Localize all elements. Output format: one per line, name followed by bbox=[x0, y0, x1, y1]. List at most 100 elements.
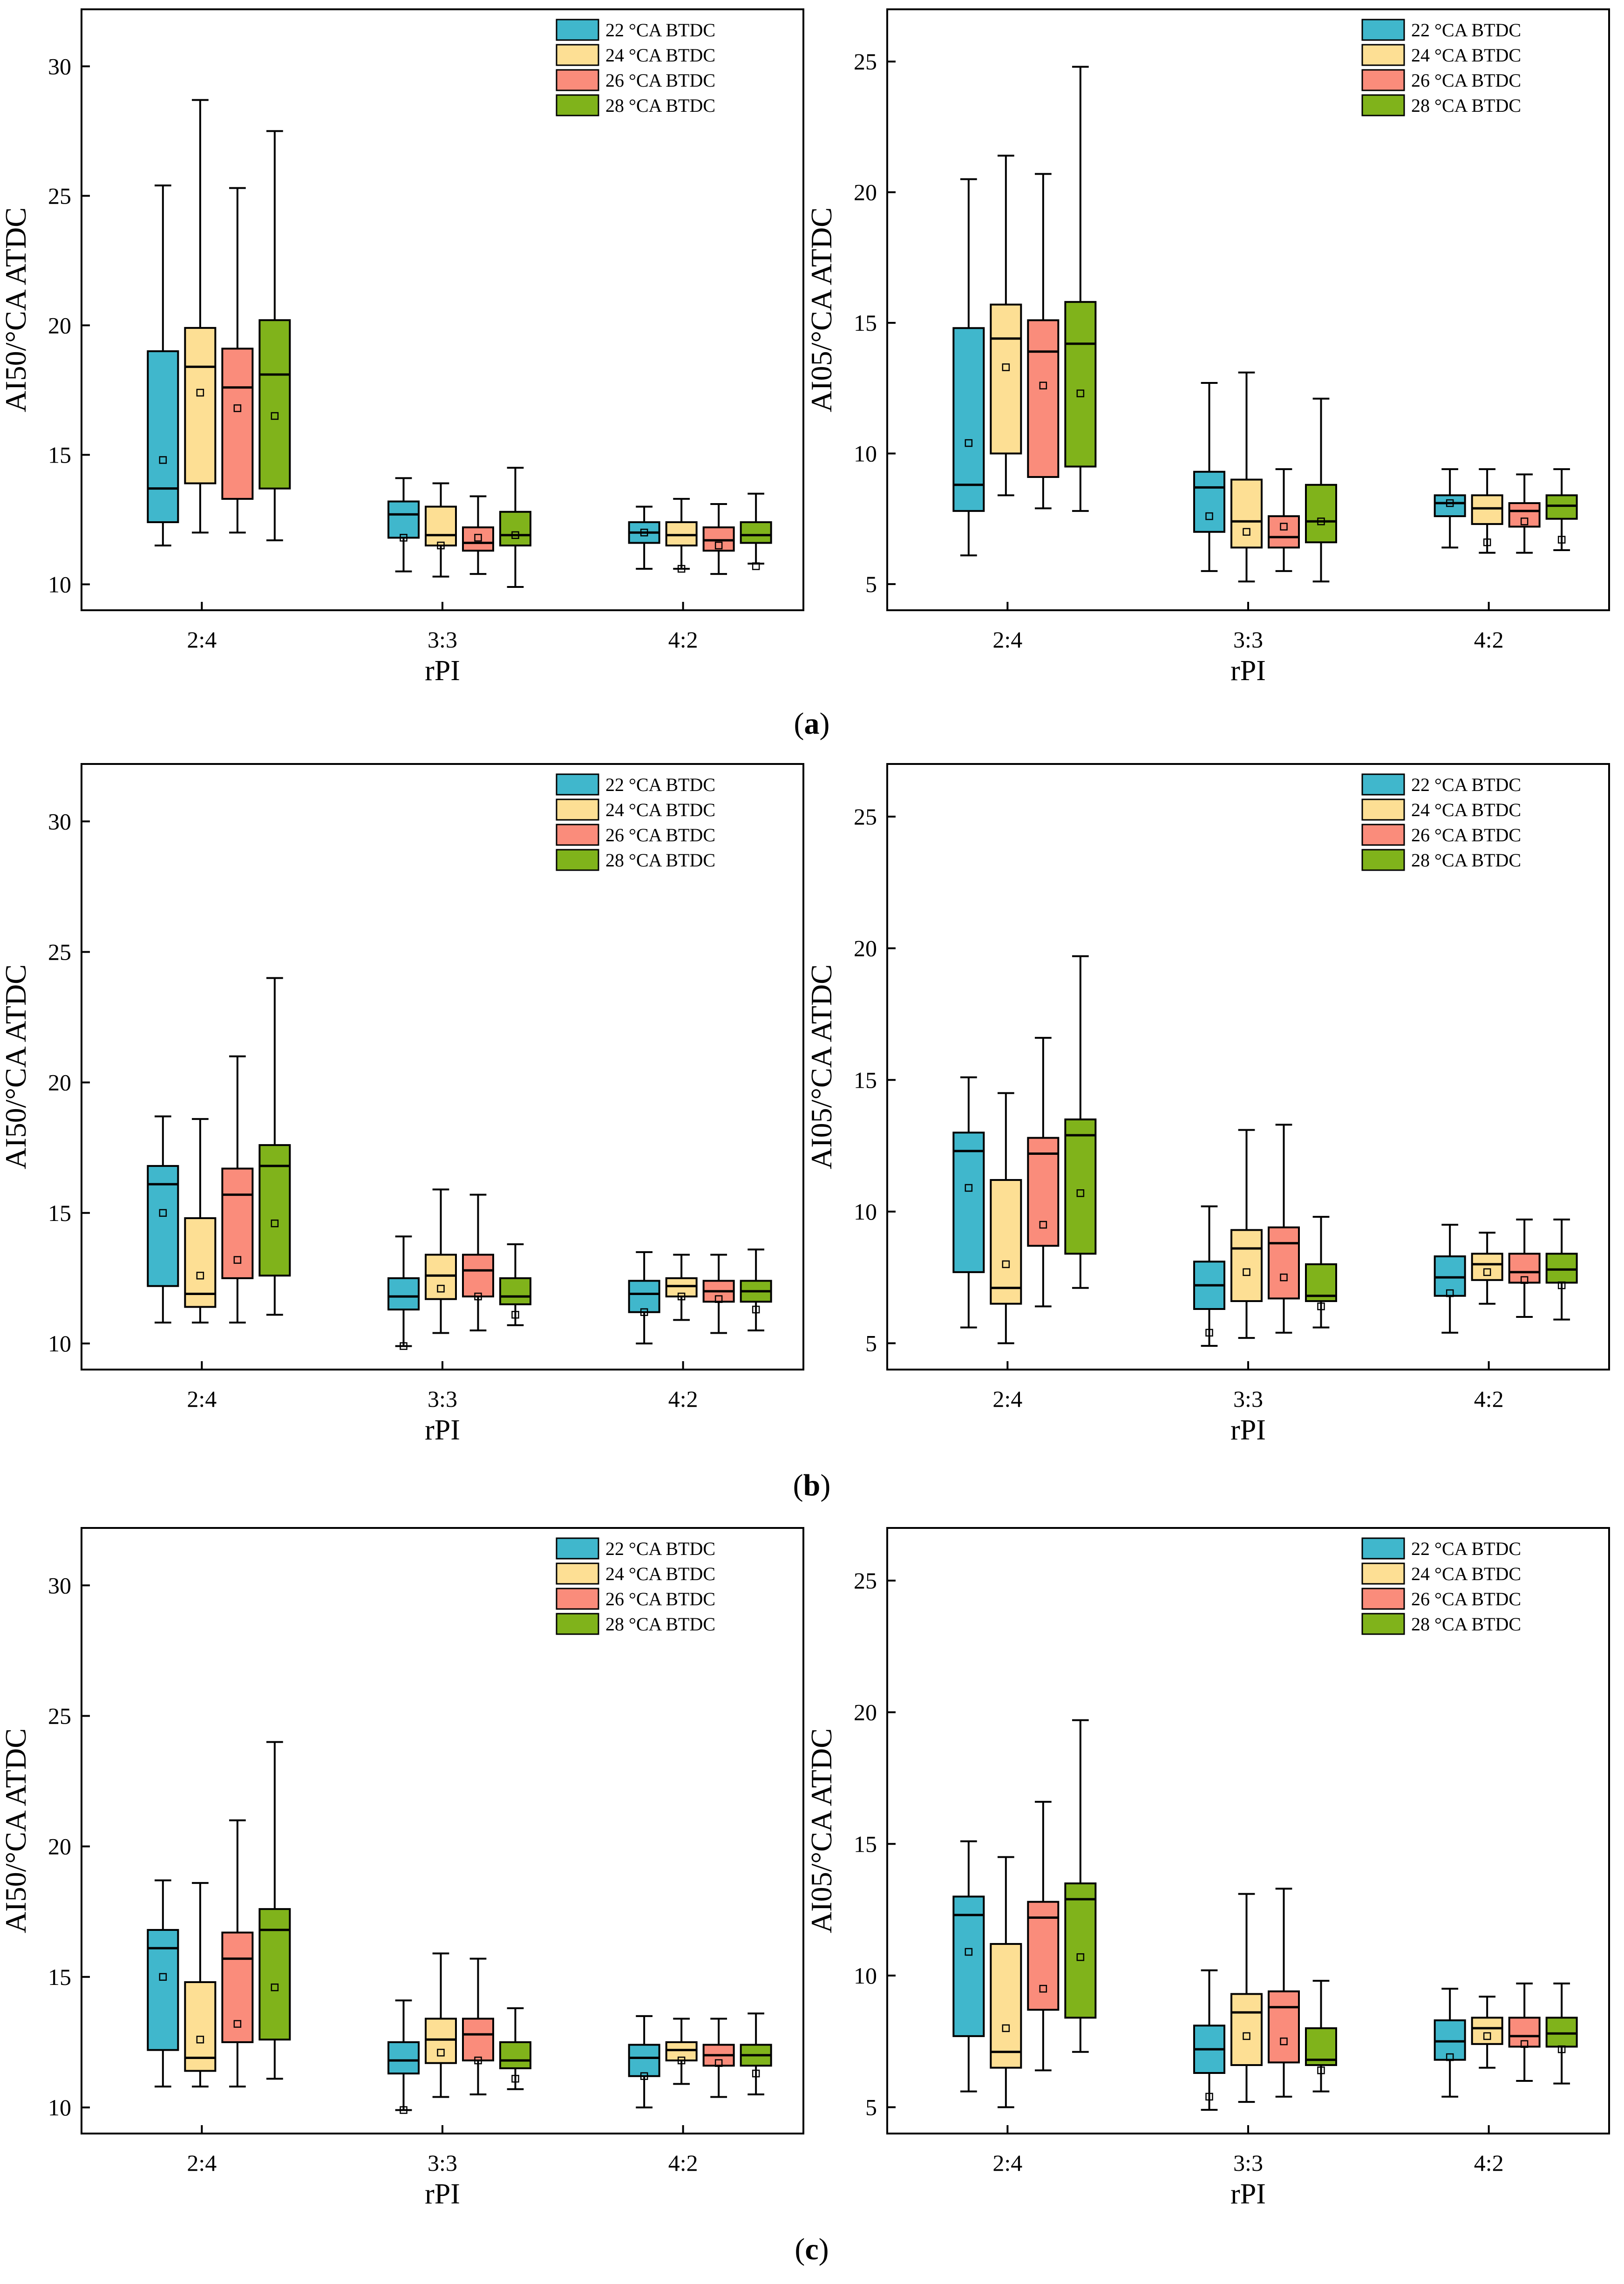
x-tick-label: 2:4 bbox=[187, 627, 217, 653]
legend-swatch bbox=[1361, 94, 1405, 116]
box-b-right-s1-g0 bbox=[990, 1092, 1022, 1344]
mean-marker bbox=[1520, 1276, 1529, 1284]
iqr-box bbox=[990, 1179, 1022, 1305]
iqr-box bbox=[1434, 1255, 1466, 1297]
mean-marker bbox=[1557, 536, 1566, 544]
box-c-left-s2-g2 bbox=[702, 2018, 735, 2098]
panel-caption-letter: b bbox=[803, 1468, 821, 1502]
y-tick-label: 5 bbox=[865, 2094, 877, 2120]
iqr-box bbox=[1434, 494, 1466, 518]
x-tick-label: 3:3 bbox=[428, 2150, 457, 2176]
iqr-box bbox=[1508, 502, 1541, 528]
x-tick-label: 4:2 bbox=[668, 2150, 698, 2176]
y-tick-label: 10 bbox=[48, 2094, 71, 2120]
box-b-left-s0-g0 bbox=[147, 1115, 179, 1324]
box-a-right-s2-g0 bbox=[1027, 173, 1060, 510]
y-tick-label: 20 bbox=[48, 312, 71, 338]
box-a-left-s1-g2 bbox=[665, 498, 698, 573]
box-c-left-s3-g1 bbox=[499, 2007, 531, 2090]
iqr-box bbox=[221, 1167, 254, 1279]
box-b-left-s2-g2 bbox=[702, 1254, 735, 1334]
box-a-right-s3-g2 bbox=[1545, 468, 1578, 551]
iqr-box bbox=[1230, 1229, 1263, 1302]
mean-marker bbox=[400, 1342, 408, 1350]
legend-swatch bbox=[556, 824, 599, 846]
mean-marker bbox=[1520, 2040, 1529, 2048]
box-a-right-s1-g1 bbox=[1230, 371, 1263, 583]
box-a-right-s3-g1 bbox=[1305, 397, 1337, 583]
panel-caption-letter: c bbox=[805, 2232, 818, 2266]
y-tick-label: 25 bbox=[48, 183, 71, 209]
mean-marker bbox=[752, 1305, 760, 1314]
iqr-box bbox=[499, 511, 531, 546]
y-tick-label: 25 bbox=[48, 939, 71, 965]
iqr-box bbox=[628, 1280, 660, 1313]
box-c-left-s1-g0 bbox=[184, 1882, 217, 2088]
box-b-right-s0-g1 bbox=[1193, 1205, 1225, 1347]
legend-label: 26 °CA BTDC bbox=[1411, 825, 1521, 845]
iqr-box bbox=[184, 327, 217, 484]
mean-marker bbox=[233, 2020, 242, 2028]
box-c-left-s1-g2 bbox=[665, 2018, 698, 2085]
y-tick-label: 10 bbox=[48, 571, 71, 597]
legend-swatch bbox=[1361, 1537, 1405, 1560]
legend-label: 22 °CA BTDC bbox=[605, 1538, 715, 1559]
box-a-left-s3-g2 bbox=[740, 492, 772, 570]
mean-marker bbox=[1205, 512, 1213, 520]
iqr-box bbox=[147, 1165, 179, 1287]
legend: 22 °CA BTDC 24 °CA BTDC 26 °CA BTDC 28 °CA … bbox=[556, 1537, 715, 1635]
iqr-box bbox=[1545, 2017, 1578, 2048]
box-a-right-s0-g2 bbox=[1434, 468, 1466, 549]
legend-swatch bbox=[556, 773, 599, 796]
box-a-left-s3-g1 bbox=[499, 467, 531, 588]
x-tick-label: 4:2 bbox=[1474, 627, 1504, 653]
mean-marker bbox=[400, 534, 408, 542]
y-tick-label: 25 bbox=[48, 1703, 71, 1729]
mean-marker bbox=[196, 2036, 204, 2044]
iqr-box bbox=[1545, 1253, 1578, 1284]
iqr-box bbox=[387, 1277, 420, 1311]
x-tick-label: 3:3 bbox=[1233, 2150, 1263, 2176]
iqr-box bbox=[1027, 319, 1060, 478]
legend-label: 24 °CA BTDC bbox=[605, 799, 715, 820]
mean-marker bbox=[1076, 389, 1085, 397]
y-tick-label: 10 bbox=[48, 1330, 71, 1357]
mean-marker bbox=[1520, 518, 1529, 525]
legend-swatch bbox=[1361, 798, 1405, 821]
mean-marker bbox=[159, 1973, 167, 1981]
legend-label: 28 °CA BTDC bbox=[1411, 95, 1521, 116]
y-axis-label: AI05/°CA ATDC bbox=[805, 207, 838, 412]
mean-marker bbox=[1557, 2045, 1566, 2053]
mean-marker bbox=[965, 439, 973, 447]
y-axis-label: AI05/°CA ATDC bbox=[805, 964, 838, 1169]
box-c-left-s0-g0 bbox=[147, 1879, 179, 2088]
x-tick-label: 4:2 bbox=[1474, 2150, 1504, 2176]
iqr-box bbox=[258, 1144, 291, 1277]
box-a-left-s0-g1 bbox=[387, 477, 420, 573]
y-tick-label: 20 bbox=[48, 1070, 71, 1096]
box-b-left-s3-g1 bbox=[499, 1243, 531, 1326]
legend-label: 28 °CA BTDC bbox=[605, 850, 715, 871]
box-c-right-s0-g1 bbox=[1193, 1969, 1225, 2111]
iqr-box bbox=[952, 327, 985, 512]
mean-marker bbox=[714, 1295, 723, 1303]
y-tick-label: 5 bbox=[865, 571, 877, 597]
box-c-right-s0-g0 bbox=[952, 1840, 985, 2093]
mean-marker bbox=[233, 404, 242, 412]
legend-label: 22 °CA BTDC bbox=[605, 20, 715, 41]
box-c-right-s3-g0 bbox=[1064, 1719, 1097, 2053]
legend-swatch bbox=[556, 798, 599, 821]
box-a-left-s2-g0 bbox=[221, 187, 254, 534]
iqr-box bbox=[665, 2041, 698, 2062]
box-c-right-s2-g2 bbox=[1508, 1982, 1541, 2082]
box-c-right-s1-g2 bbox=[1471, 1996, 1503, 2069]
x-tick-label: 3:3 bbox=[428, 627, 457, 653]
mean-marker bbox=[437, 2049, 445, 2057]
iqr-box bbox=[1064, 1882, 1097, 2019]
iqr-box bbox=[740, 521, 772, 544]
box-b-right-s0-g0 bbox=[952, 1076, 985, 1329]
box-a-right-s2-g1 bbox=[1268, 468, 1300, 572]
box-c-left-s1-g1 bbox=[425, 1952, 457, 2098]
y-tick-label: 15 bbox=[854, 1831, 877, 1857]
